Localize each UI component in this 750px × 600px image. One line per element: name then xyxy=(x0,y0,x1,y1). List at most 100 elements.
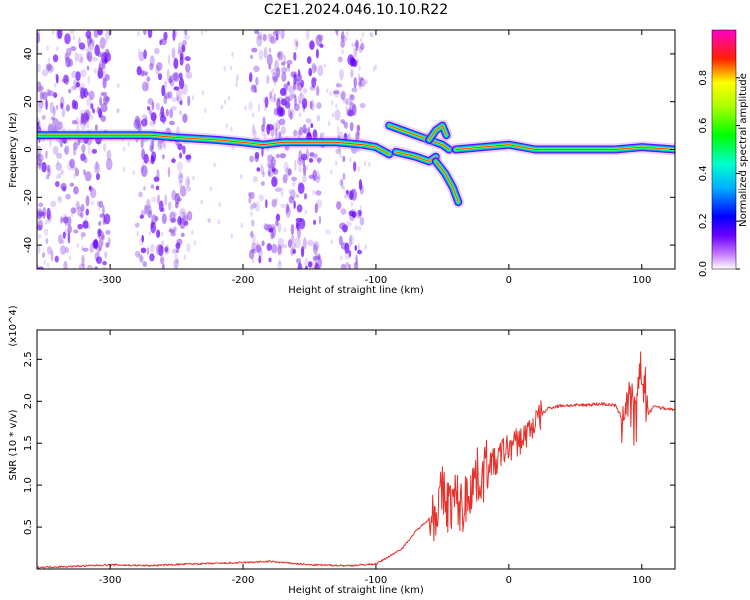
spectrogram-noise-cell xyxy=(287,81,290,86)
colorbar-ticks: 0.0 0.2 0.4 0.6 0.8 xyxy=(698,70,740,277)
spectrogram-noise-cell xyxy=(264,106,267,112)
spectrogram-noise-cell xyxy=(106,149,112,161)
spectrogram-noise-cell xyxy=(80,153,86,162)
spectrogram-noise-cell xyxy=(278,259,281,265)
spectrogram-noise-cell xyxy=(54,82,57,88)
spectrogram-noise-cell xyxy=(53,92,58,99)
spectrogram-noise-cell xyxy=(47,122,54,134)
spectrogram-noise-cell xyxy=(262,171,265,178)
spectrogram-noise-cell xyxy=(156,169,160,181)
spectrogram-noise-cell xyxy=(267,32,273,39)
spectrogram-noise-cell xyxy=(57,195,61,201)
spectrogram-noise-cell xyxy=(45,63,52,71)
spectrogram-noise-cell xyxy=(301,245,305,251)
spectrogram-noise-cell xyxy=(254,88,258,94)
spectrogram-noise-cell xyxy=(81,245,84,251)
y-tick-label: 1.0 xyxy=(23,477,34,493)
spectrogram-noise-cell xyxy=(318,215,322,225)
spectrogram-noise-cell xyxy=(79,56,84,64)
spectrogram-noise-cell xyxy=(350,189,355,198)
spectrogram-noise-cell xyxy=(302,164,307,176)
spectrogram-noise-cell xyxy=(290,224,295,236)
spectrogram-noise-cell xyxy=(149,244,155,253)
spectrogram-noise-cell xyxy=(354,41,359,48)
spectrogram-noise-cell xyxy=(227,95,231,101)
spectrogram-noise-cell xyxy=(355,260,359,269)
spectrogram-noise-cell xyxy=(282,99,285,106)
spectrogram-noise-cell xyxy=(277,50,284,61)
spectrogram-noise-cell xyxy=(354,244,358,251)
x-tick-label: 0 xyxy=(506,575,512,586)
spectrogram-noise-cell xyxy=(298,112,302,118)
spectrogram-noise-cell xyxy=(294,237,301,249)
spectrogram-noise-cell xyxy=(235,82,238,88)
spectrogram-noise-cell xyxy=(275,153,280,159)
spectrogram-noise-cell xyxy=(164,246,169,253)
spectrogram-noise-cell xyxy=(43,260,47,266)
x-tick-label: 0 xyxy=(506,275,512,286)
spectrogram-noise-cell xyxy=(37,224,43,231)
spectrogram-noise-cell xyxy=(140,247,147,254)
spectrogram-noise-cell xyxy=(277,222,282,233)
spectrogram-noise-cell xyxy=(37,81,42,93)
spectrogram-ridge-descending-branch xyxy=(435,161,459,203)
spectrogram-noise-cell xyxy=(65,246,70,254)
spectrogram-noise-cell xyxy=(279,107,286,117)
spectrogram-ridge-rising-branch xyxy=(428,125,447,141)
colorbar-tick-label: 0.0 xyxy=(698,261,709,277)
spectrogram-noise-cell xyxy=(332,90,340,95)
spectrogram-noise-cell xyxy=(353,161,357,172)
spectrogram-noise-cell xyxy=(38,202,44,208)
spectrogram-noise-cell xyxy=(328,229,331,235)
spectrogram-noise-cell xyxy=(213,162,216,168)
spectrogram-noise-cell xyxy=(268,33,274,43)
spectrogram-noise-cell xyxy=(310,122,314,129)
spectrogram-noise-cell xyxy=(53,125,58,133)
spectrogram-noise-cell xyxy=(252,85,256,90)
spectrogram-noise-cell xyxy=(312,241,320,251)
spectrogram-noise-cell xyxy=(344,242,350,255)
spectrogram-noise-cell xyxy=(152,117,156,125)
spectrogram-noise-cell xyxy=(82,263,86,269)
spectrogram-noise-cell xyxy=(298,150,303,162)
spectrogram-noise-cell xyxy=(184,63,191,73)
spectrogram-noise-cell xyxy=(182,39,188,46)
spectrogram-noise-cell xyxy=(355,131,360,142)
spectrogram-noise-cell xyxy=(170,96,177,103)
spectrogram-noise-cell xyxy=(41,161,47,173)
spectrogram-noise-cell xyxy=(277,243,283,254)
spectrogram-noise-cell xyxy=(139,255,145,264)
spectrogram-noise-cell xyxy=(37,266,44,269)
spectrogram-noise-cell xyxy=(172,155,175,164)
spectrogram-noise-cell xyxy=(156,229,161,238)
spectrogram-noise-cell xyxy=(94,124,98,131)
spectrogram-noise-cell xyxy=(84,138,87,144)
spectrogram-noise-cell xyxy=(340,48,345,54)
spectrogram-noise-cell xyxy=(353,76,357,89)
spectrogram-noise-cell xyxy=(149,253,155,262)
spectrogram-noise-cell xyxy=(37,158,43,167)
spectrogram-noise-cell xyxy=(98,230,105,241)
spectrogram-noise-cell xyxy=(175,193,179,198)
spectrogram-noise-cell xyxy=(316,157,322,162)
spectrogram-noise-cell xyxy=(187,179,190,185)
spectrogram-noise-cell xyxy=(79,119,82,125)
spectrogram-noise-cell xyxy=(336,200,342,210)
spectrogram-noise-cell xyxy=(169,108,174,119)
spectrogram-noise-cell xyxy=(141,70,148,76)
spectrogram-noise-cell xyxy=(317,64,324,77)
spectrogram-noise-cell xyxy=(310,151,316,163)
spectrogram-noise-cell xyxy=(346,261,349,268)
spectrogram-noise-cell xyxy=(335,30,339,35)
spectrogram-noise-cell xyxy=(138,191,143,198)
spectrogram-noise-cell xyxy=(102,95,109,105)
spectrogram-noise-cell xyxy=(251,112,255,118)
colorbar-tick-label: 0.6 xyxy=(698,118,709,134)
spectrogram-noise-cell xyxy=(276,98,281,110)
spectrogram-noise-cell xyxy=(41,69,49,77)
spectrogram-noise-cell xyxy=(137,124,142,132)
spectrogram-noise-cell xyxy=(316,85,320,97)
spectrogram-noise-cell xyxy=(274,187,282,192)
spectrogram-noise-cell xyxy=(70,212,74,218)
